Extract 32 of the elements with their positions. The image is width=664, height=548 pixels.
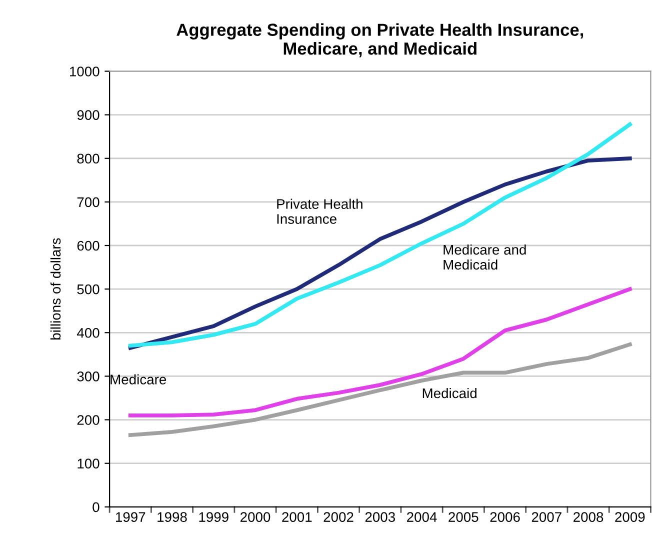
y-tick-label: 100 — [78, 458, 100, 469]
series-label: Medicaid — [422, 388, 476, 398]
x-tick-label: 2009 — [615, 512, 645, 522]
series-label: Private Health Insurance — [277, 198, 362, 224]
y-tick-label: 700 — [77, 197, 100, 208]
x-tick-label: 2004 — [407, 512, 437, 522]
y-tick-label: 1000 — [70, 66, 100, 76]
x-tick-label: 2001 — [282, 512, 312, 522]
x-tick-label: 2008 — [574, 512, 604, 522]
y-tick-label: 800 — [77, 154, 100, 164]
line-series — [128, 122, 632, 348]
y-tick-label: 400 — [76, 328, 100, 338]
y-tick-label: 600 — [77, 240, 100, 251]
y-tick-label: 0 — [92, 502, 100, 512]
x-tick-label: 2002 — [324, 512, 354, 522]
line-series — [128, 156, 632, 350]
x-tick-label: 2006 — [490, 512, 520, 522]
x-tick-label: 2007 — [532, 512, 562, 522]
y-tick-label: 200 — [77, 415, 100, 425]
y-tick-label: 900 — [77, 110, 100, 120]
x-tick-label: 1998 — [158, 512, 187, 522]
series-label: Medicare and Medicaid — [444, 244, 526, 270]
x-tick-label: 2005 — [448, 512, 478, 522]
chart-title: Aggregate Spending on Private Health Insurance, Medicare, and Medicaid — [176, 23, 584, 58]
y-tick-label: 500 — [77, 284, 100, 294]
x-tick-label: 2000 — [240, 512, 270, 522]
text: Medicare — [110, 374, 166, 384]
x-tick-label: 1999 — [199, 512, 228, 522]
y-tick-label: 300 — [77, 372, 100, 382]
x-tick-label: 2003 — [365, 512, 395, 522]
y-axis-title: billions of dollars — [50, 238, 61, 340]
x-tick-label: 1997 — [116, 512, 146, 522]
